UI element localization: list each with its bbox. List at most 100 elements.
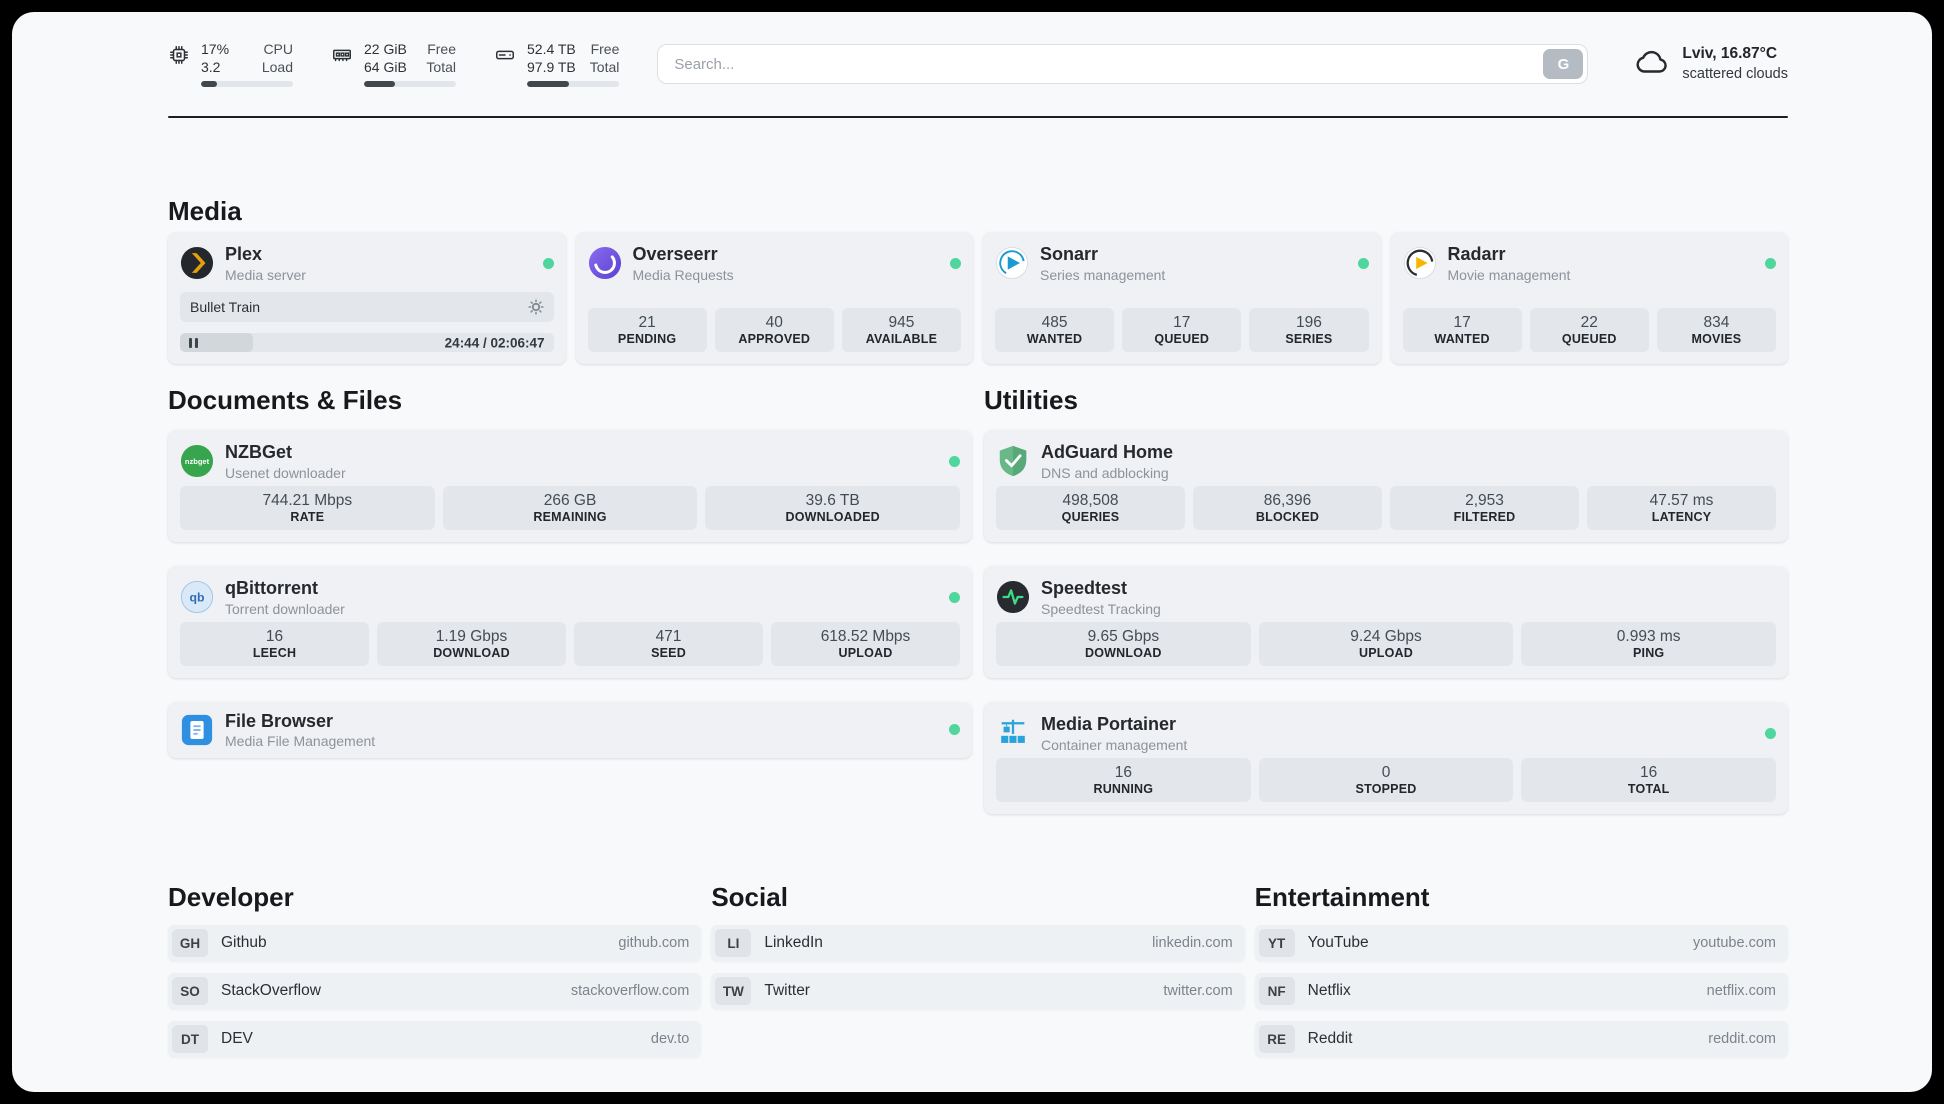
pause-icon[interactable] xyxy=(189,337,198,348)
ram-stats: 22 GiB 64 GiB Free Total xyxy=(364,41,456,88)
bookmark-name: Netflix xyxy=(1307,982,1351,999)
app-name: Plex xyxy=(225,244,263,264)
stat-value: 40 xyxy=(765,313,783,331)
app-name: Overseerr xyxy=(632,244,718,264)
stat-value: 16 xyxy=(265,627,284,645)
cpu-percent: 17% xyxy=(201,40,230,57)
stat-label: BLOCKED xyxy=(1255,509,1320,524)
stat-value: 47.57 ms xyxy=(1649,491,1714,509)
stat-value: 0 xyxy=(1381,763,1391,781)
bookmark-name: Twitter xyxy=(764,982,810,999)
adguard-icon xyxy=(996,444,1030,478)
stat-label: WANTED xyxy=(1026,331,1083,346)
status-dot xyxy=(949,455,960,467)
app-name: Media Portainer xyxy=(1041,714,1177,734)
app-subtitle: Container management xyxy=(1041,736,1188,753)
app-card-qbittorrent[interactable]: qb qBittorrent Torrent downloader 16 LEE… xyxy=(168,566,972,678)
bookmark-row-stackoverflow[interactable]: SO StackOverflow stackoverflow.com xyxy=(168,973,702,1009)
bookmark-abbr: NF xyxy=(1258,977,1295,1005)
cpu-load-label: Load xyxy=(261,58,293,75)
app-card-plex[interactable]: Plex Media server Bullet Train 24:44 / 0… xyxy=(168,232,566,364)
app-subtitle: DNS and adblocking xyxy=(1041,464,1169,481)
speedtest-icon xyxy=(996,580,1030,614)
stat-label: SERIES xyxy=(1285,331,1333,346)
stat-value: 0.993 ms xyxy=(1616,627,1681,645)
stat-label: DOWNLOAD xyxy=(1085,645,1162,660)
bookmark-url: stackoverflow.com xyxy=(570,983,690,999)
stat-value: 471 xyxy=(655,627,682,645)
bookmark-name: StackOverflow xyxy=(221,982,321,999)
stat-value: 22 xyxy=(1580,313,1598,331)
ram-free: 22 GiB xyxy=(364,40,407,57)
stat-tile: 1.19 Gbps DOWNLOAD xyxy=(377,622,566,666)
bookmark-abbr: RE xyxy=(1258,1025,1295,1053)
stat-label: QUERIES xyxy=(1061,509,1120,524)
bookmark-row-linkedin[interactable]: LI LinkedIn linkedin.com xyxy=(711,925,1245,961)
app-subtitle: Series management xyxy=(1040,266,1166,283)
app-subtitle: Usenet downloader xyxy=(225,464,346,481)
gear-icon[interactable] xyxy=(527,299,544,315)
app-card-filebrowser[interactable]: File Browser Media File Management xyxy=(168,702,972,758)
stat-value: 17 xyxy=(1453,313,1471,331)
stat-tile: 17 WANTED xyxy=(1402,308,1522,352)
status-dot xyxy=(1765,727,1776,739)
app-card-overseerr[interactable]: Overseerr Media Requests 21 PENDING 40 A… xyxy=(575,232,973,364)
stat-label: SEED xyxy=(651,645,686,660)
cpu-widget: 17% 3.2 CPU Load xyxy=(168,41,293,88)
bookmark-row-dev[interactable]: DT DEV dev.to xyxy=(168,1021,702,1057)
disk-free: 52.4 TB xyxy=(527,40,576,57)
stat-tile: 834 MOVIES xyxy=(1656,308,1777,352)
bookmark-group-entertainment: Entertainment YT YouTube youtube.com NF … xyxy=(1254,882,1788,1069)
cpu-progress-bar xyxy=(201,81,293,88)
app-name: Radarr xyxy=(1447,244,1506,264)
stat-value: 16 xyxy=(1114,763,1132,781)
stat-tile: 618.52 Mbps UPLOAD xyxy=(771,622,960,666)
plex-progress-bar[interactable]: 24:44 / 02:06:47 xyxy=(180,333,554,352)
stat-tile: 16 LEECH xyxy=(180,622,369,666)
cpu-stats: 17% 3.2 CPU Load xyxy=(201,41,293,88)
bookmark-row-youtube[interactable]: YT YouTube youtube.com xyxy=(1254,925,1788,961)
app-subtitle: Speedtest Tracking xyxy=(1041,600,1161,617)
stat-label: AVAILABLE xyxy=(865,331,938,346)
search-engine-button[interactable]: G xyxy=(1543,49,1584,79)
disk-stats: 52.4 TB 97.9 TB Free Total xyxy=(527,40,620,88)
stat-tile: 0 STOPPED xyxy=(1258,758,1514,802)
bookmark-row-netflix[interactable]: NF Netflix netflix.com xyxy=(1254,973,1788,1009)
stat-value: 266 GB xyxy=(543,491,597,509)
bookmark-row-github[interactable]: GH Github github.com xyxy=(168,925,702,961)
app-card-portainer[interactable]: Media Portainer Container management 16 … xyxy=(984,702,1788,814)
overseerr-icon xyxy=(588,246,622,280)
app-card-sonarr[interactable]: Sonarr Series management 485 WANTED 17 Q… xyxy=(983,232,1381,364)
bookmark-name: YouTube xyxy=(1307,934,1369,951)
app-card-adguard[interactable]: AdGuard Home DNS and adblocking 498,508 … xyxy=(984,430,1788,542)
stat-tile: 0.993 ms PING xyxy=(1521,622,1777,666)
qbittorrent-icon: qb xyxy=(180,580,214,614)
bookmark-name: Github xyxy=(221,934,267,951)
dashboard-page: 17% 3.2 CPU Load xyxy=(12,12,1932,1092)
disk-total-label: Total xyxy=(589,58,620,75)
cpu-temp: 3.2 xyxy=(201,58,221,75)
stat-label: RATE xyxy=(290,509,325,524)
svg-text:qb: qb xyxy=(190,591,205,605)
app-subtitle: Media Requests xyxy=(632,266,734,283)
bookmark-abbr: YT xyxy=(1258,929,1295,957)
bookmark-row-twitter[interactable]: TW Twitter twitter.com xyxy=(711,973,1245,1009)
status-dot xyxy=(1357,257,1369,269)
stat-tile: 266 GB REMAINING xyxy=(442,486,698,530)
stat-value: 834 xyxy=(1703,313,1730,331)
bookmark-row-reddit[interactable]: RE Reddit reddit.com xyxy=(1254,1021,1788,1057)
app-card-radarr[interactable]: Radarr Movie management 17 WANTED 22 QUE… xyxy=(1390,232,1788,364)
stat-tile: 40 APPROVED xyxy=(714,308,834,352)
stat-value: 86,396 xyxy=(1263,491,1312,509)
app-card-nzbget[interactable]: nzbget NZBGet Usenet downloader 744.21 M… xyxy=(168,430,972,542)
app-card-speedtest[interactable]: Speedtest Speedtest Tracking 9.65 Gbps D… xyxy=(984,566,1788,678)
bookmark-url: dev.to xyxy=(650,1031,690,1047)
stat-value: 618.52 Mbps xyxy=(820,627,911,645)
search-input[interactable] xyxy=(657,44,1589,84)
stat-tile: 21 PENDING xyxy=(587,308,707,352)
stat-value: 744.21 Mbps xyxy=(262,491,353,509)
weather-widget: Lviv, 16.87°C scattered clouds xyxy=(1634,44,1788,84)
stat-tile: 86,396 BLOCKED xyxy=(1193,486,1382,530)
stat-value: 1.19 Gbps xyxy=(435,627,508,645)
disk-widget: 52.4 TB 97.9 TB Free Total xyxy=(494,40,620,88)
